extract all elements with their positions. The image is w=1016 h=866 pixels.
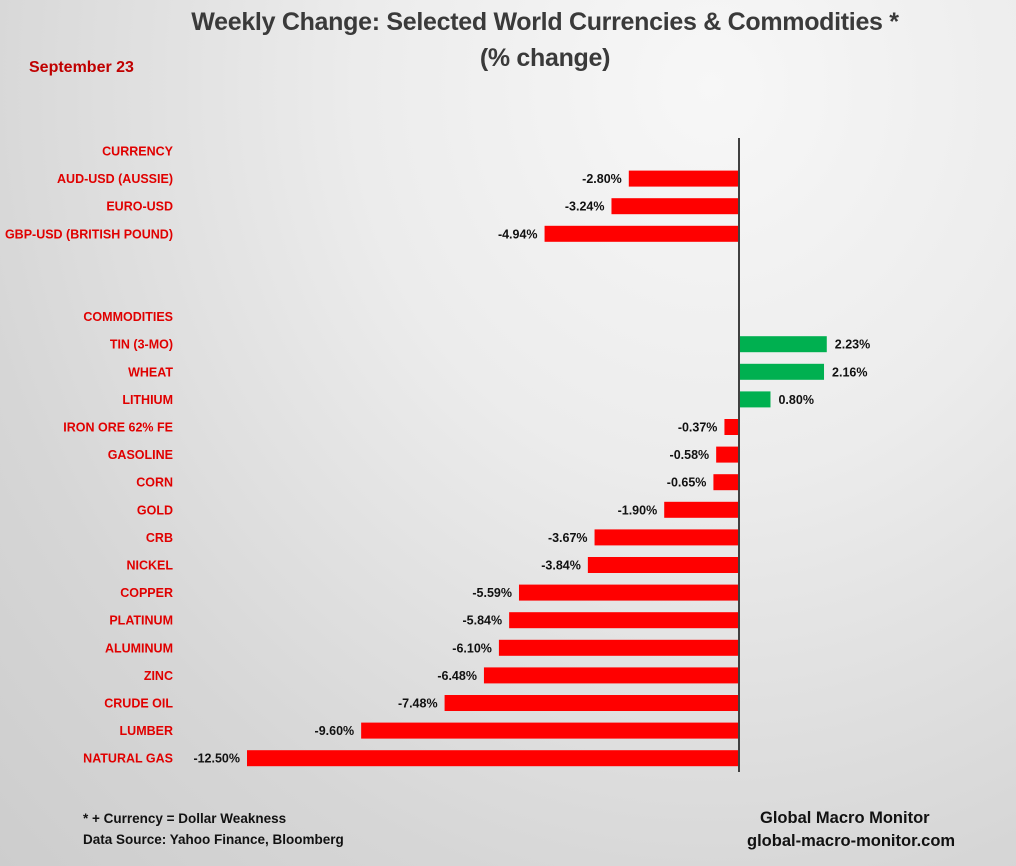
bar-tin-3-mo bbox=[739, 336, 827, 353]
bar-crb bbox=[594, 529, 739, 546]
bar-lumber bbox=[361, 722, 739, 739]
category-label-wheat: WHEAT bbox=[128, 365, 173, 379]
data-label-aluminum: -6.10% bbox=[452, 641, 492, 655]
chart-title: Weekly Change: Selected World Currencies… bbox=[191, 8, 899, 36]
bar-aluminum bbox=[498, 639, 739, 656]
brand-website: global-macro-monitor.com bbox=[747, 832, 956, 850]
bar-crude-oil bbox=[444, 695, 739, 711]
category-label-gold: GOLD bbox=[137, 503, 173, 517]
data-label-crb: -3.67% bbox=[548, 531, 588, 545]
bar-wheat bbox=[739, 363, 825, 380]
category-label-lithium: LITHIUM bbox=[122, 393, 173, 407]
bar-nickel bbox=[587, 557, 739, 573]
data-label-tin-3-mo: 2.23% bbox=[835, 338, 870, 352]
bar-euro-usd bbox=[611, 198, 739, 215]
category-label-corn: CORN bbox=[136, 476, 173, 490]
category-label-aud-usd-aussie: AUD-USD (AUSSIE) bbox=[57, 172, 173, 186]
data-label-copper: -5.59% bbox=[472, 586, 512, 600]
category-label-zinc: ZINC bbox=[144, 669, 173, 683]
data-label-aud-usd-aussie: -2.80% bbox=[582, 172, 622, 186]
data-label-platinum: -5.84% bbox=[463, 614, 503, 628]
data-label-crude-oil: -7.48% bbox=[398, 697, 438, 711]
category-label-aluminum: ALUMINUM bbox=[105, 641, 173, 655]
labels-layer: CURRENCY AUD-USD (AUSSIE) -2.80% EURO-USD -3… bbox=[5, 145, 870, 766]
data-label-wheat: 2.16% bbox=[832, 365, 867, 379]
data-source: Data Source: Yahoo Finance, Bloomberg bbox=[83, 832, 344, 847]
category-label-currency: CURRENCY bbox=[102, 145, 174, 159]
brand-name: Global Macro Monitor bbox=[760, 809, 930, 827]
bar-aud-usd-aussie bbox=[628, 170, 739, 187]
category-label-iron-ore-62-fe: IRON ORE 62% FE bbox=[63, 421, 173, 435]
data-label-gbp-usd-british-pound: -4.94% bbox=[498, 227, 538, 241]
category-label-commodities: COMMODITIES bbox=[83, 310, 173, 324]
data-label-gasoline: -0.58% bbox=[670, 448, 710, 462]
bar-natural-gas bbox=[247, 750, 739, 767]
category-label-gasoline: GASOLINE bbox=[108, 448, 173, 462]
data-label-nickel: -3.84% bbox=[541, 559, 581, 573]
bar-gbp-usd-british-pound bbox=[544, 225, 739, 242]
data-label-natural-gas: -12.50% bbox=[193, 752, 240, 766]
bar-iron-ore-62-fe bbox=[724, 419, 739, 435]
data-label-lithium: 0.80% bbox=[778, 393, 813, 407]
category-label-lumber: LUMBER bbox=[120, 724, 173, 738]
bar-zinc bbox=[483, 667, 739, 684]
data-label-lumber: -9.60% bbox=[315, 724, 355, 738]
footnote: * + Currency = Dollar Weakness bbox=[83, 811, 287, 826]
category-label-crb: CRB bbox=[146, 531, 173, 545]
data-label-euro-usd: -3.24% bbox=[565, 200, 605, 214]
bar-platinum bbox=[509, 612, 739, 629]
bars-layer bbox=[247, 170, 827, 767]
bar-gasoline bbox=[716, 446, 739, 463]
chart-subtitle: (% change) bbox=[479, 44, 611, 72]
category-label-crude-oil: CRUDE OIL bbox=[104, 697, 173, 711]
data-label-iron-ore-62-fe: -0.37% bbox=[678, 421, 718, 435]
category-label-euro-usd: EURO-USD bbox=[106, 200, 173, 214]
category-label-natural-gas: NATURAL GAS bbox=[83, 752, 173, 766]
category-label-nickel: NICKEL bbox=[126, 559, 173, 573]
category-label-copper: COPPER bbox=[120, 586, 173, 600]
data-label-corn: -0.65% bbox=[667, 476, 707, 490]
category-label-tin-3-mo: TIN (3-MO) bbox=[110, 338, 173, 352]
bar-copper bbox=[518, 584, 739, 601]
bar-corn bbox=[713, 474, 739, 491]
data-label-zinc: -6.48% bbox=[437, 669, 477, 683]
category-label-gbp-usd-british-pound: GBP-USD (BRITISH POUND) bbox=[5, 227, 173, 241]
bar-gold bbox=[664, 501, 739, 518]
data-label-gold: -1.90% bbox=[618, 503, 658, 517]
date-label: September 23 bbox=[29, 59, 134, 76]
bar-lithium bbox=[739, 391, 771, 408]
category-label-platinum: PLATINUM bbox=[109, 614, 173, 628]
